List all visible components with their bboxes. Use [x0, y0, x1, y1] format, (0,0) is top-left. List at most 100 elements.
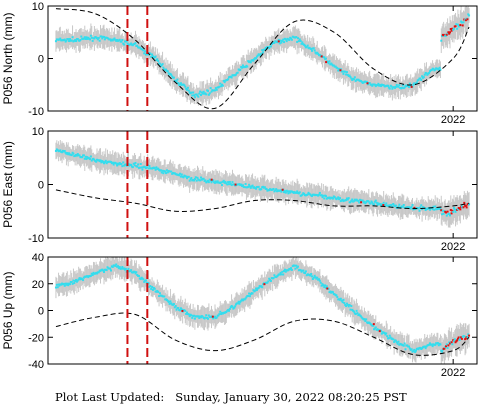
data-point — [296, 40, 299, 43]
data-point — [114, 38, 117, 41]
model-curve — [55, 312, 470, 356]
data-point — [188, 315, 191, 318]
data-point — [90, 272, 93, 275]
data-point — [231, 181, 234, 184]
data-point — [437, 344, 440, 347]
data-point — [251, 184, 254, 187]
plot-update-footer: Plot Last Updated: Sunday, January 30, 2… — [55, 390, 407, 404]
data-point — [446, 32, 449, 35]
data-point — [249, 61, 252, 64]
y-tick-label: -10 — [28, 106, 44, 118]
data-point — [290, 37, 293, 40]
data-point — [454, 210, 457, 213]
data-point — [86, 275, 89, 278]
data-point — [200, 316, 203, 319]
data-point — [140, 166, 143, 169]
data-point — [323, 197, 326, 200]
recent-point — [326, 287, 329, 290]
recent-point — [445, 33, 448, 36]
data-point — [293, 264, 296, 267]
data-point — [217, 314, 220, 317]
data-point — [380, 204, 383, 207]
data-point — [419, 77, 422, 80]
data-point — [247, 185, 250, 188]
data-point — [132, 162, 135, 165]
data-point — [61, 151, 64, 154]
data-point — [109, 267, 112, 270]
data-point — [260, 52, 263, 55]
y-tick-label: -40 — [28, 359, 44, 371]
data-point — [83, 157, 86, 160]
data-point — [430, 69, 433, 72]
data-point — [195, 93, 198, 96]
data-point — [352, 200, 355, 203]
data-point — [263, 48, 266, 51]
recent-point — [451, 209, 454, 212]
data-point — [159, 169, 162, 172]
recent-point — [450, 341, 453, 344]
data-point — [158, 292, 161, 295]
data-point — [184, 309, 187, 312]
data-point — [261, 286, 264, 289]
data-point — [176, 78, 179, 81]
data-point — [385, 202, 388, 205]
data-point — [193, 178, 196, 181]
data-point — [283, 191, 286, 194]
data-point — [67, 153, 70, 156]
error-bars — [55, 140, 470, 228]
data-point — [391, 87, 394, 90]
data-point — [337, 69, 340, 72]
data-point — [438, 66, 441, 69]
data-point — [349, 76, 352, 79]
data-point — [352, 310, 355, 313]
data-point — [310, 275, 313, 278]
data-point — [402, 344, 405, 347]
data-point — [191, 94, 194, 97]
recent-point — [457, 336, 460, 339]
data-point — [99, 159, 102, 162]
recent-point — [339, 69, 342, 72]
data-point — [434, 68, 437, 71]
data-point — [117, 163, 120, 166]
data-point — [327, 62, 330, 65]
recent-point — [440, 209, 443, 212]
data-point — [376, 328, 379, 331]
data-point — [151, 55, 154, 58]
data-point — [118, 38, 121, 41]
data-point — [190, 177, 193, 180]
data-point — [172, 76, 175, 79]
data-point — [163, 295, 166, 298]
data-point — [310, 49, 313, 52]
data-point — [91, 39, 94, 42]
data-point — [111, 265, 114, 268]
recent-point — [456, 339, 459, 342]
data-point — [382, 84, 385, 87]
data-point — [70, 280, 73, 283]
data-point — [130, 42, 133, 45]
data-point — [332, 64, 335, 67]
data-point — [401, 86, 404, 89]
data-point — [371, 84, 374, 87]
data-point — [279, 189, 282, 192]
recent-point — [462, 206, 465, 209]
data-point — [375, 201, 378, 204]
y-tick-label: 10 — [32, 126, 44, 138]
data-point — [230, 184, 233, 187]
data-point — [109, 38, 112, 41]
data-point — [395, 83, 398, 86]
data-point — [298, 38, 301, 41]
data-point — [417, 348, 420, 351]
data-point — [225, 311, 228, 314]
data-point — [70, 154, 73, 157]
data-point — [204, 92, 207, 95]
data-point — [165, 172, 168, 175]
data-point — [270, 43, 273, 46]
data-point — [222, 179, 225, 182]
data-point — [89, 38, 92, 41]
data-point — [295, 264, 298, 267]
recent-points — [181, 283, 471, 353]
recent-point — [360, 201, 363, 204]
data-point — [227, 183, 230, 186]
data-point — [364, 202, 367, 205]
data-point — [411, 203, 414, 206]
